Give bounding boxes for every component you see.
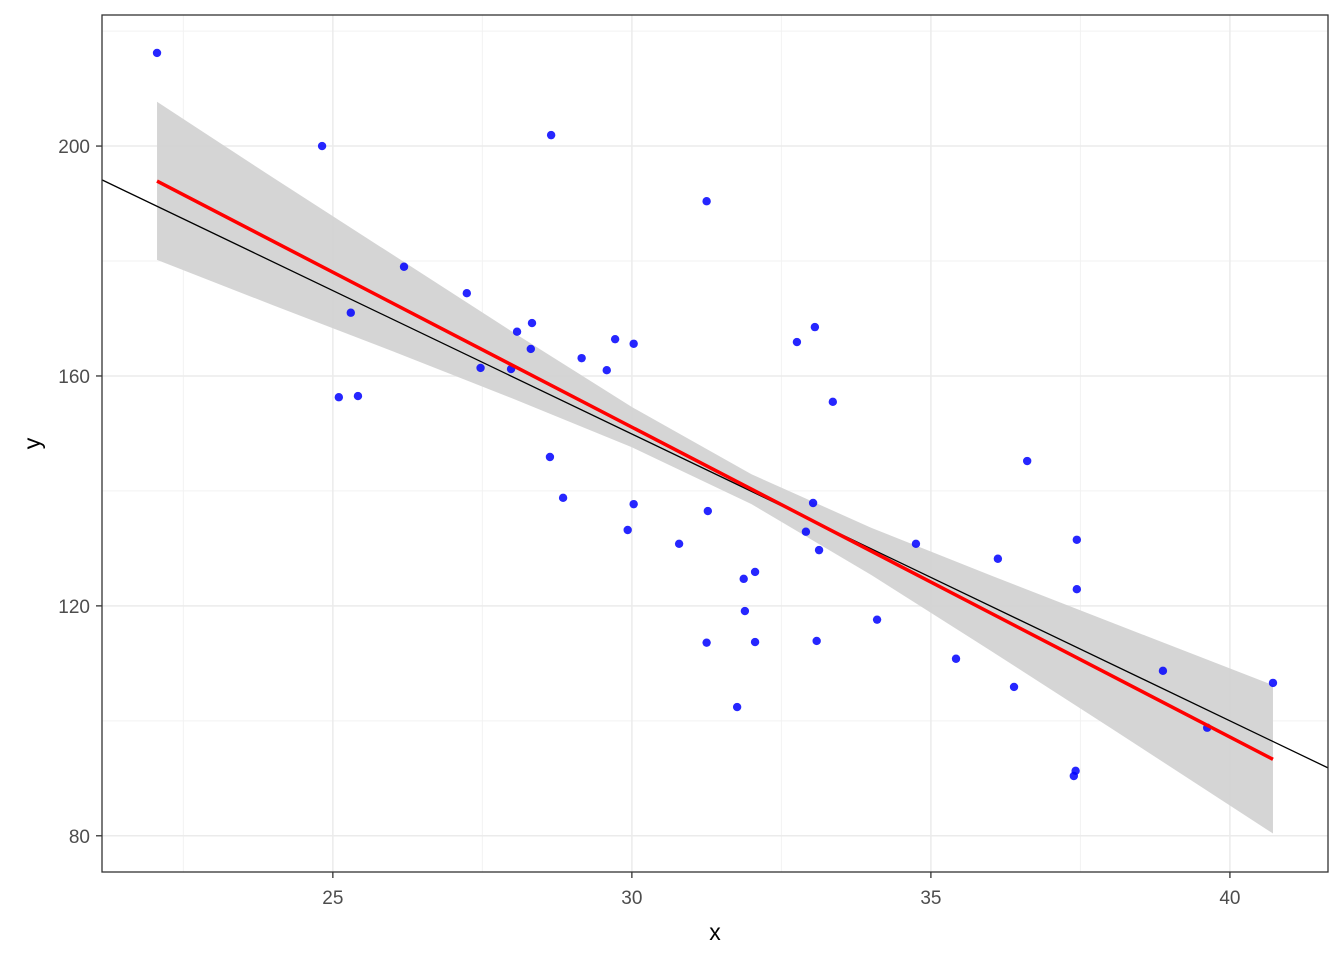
data-point <box>545 452 555 462</box>
data-point <box>703 506 713 516</box>
data-point <box>462 288 472 298</box>
data-point <box>808 498 818 508</box>
y-tick-label: 120 <box>58 597 90 618</box>
data-point <box>1022 456 1032 466</box>
data-point <box>792 337 802 347</box>
data-point <box>526 344 536 354</box>
regression-line <box>156 179 1274 761</box>
data-point <box>750 567 760 577</box>
data-point <box>527 318 537 328</box>
data-point <box>702 197 711 206</box>
data-point <box>476 363 485 373</box>
x-tick-label: 35 <box>920 888 941 909</box>
data-point <box>610 334 620 344</box>
x-axis-title: x <box>709 919 721 945</box>
data-point <box>911 539 921 548</box>
y-tick-label: 200 <box>58 137 90 158</box>
panel-border <box>101 14 1329 873</box>
data-point <box>812 636 821 646</box>
plot-layer <box>102 48 1328 834</box>
data-point <box>993 554 1003 563</box>
data-point <box>629 499 638 509</box>
x-tick-label: 40 <box>1219 888 1240 909</box>
data-point <box>152 48 162 58</box>
data-point <box>1268 678 1278 688</box>
data-point <box>750 637 760 647</box>
data-point <box>732 702 742 712</box>
data-point <box>828 397 838 407</box>
data-point <box>702 638 711 647</box>
data-point <box>810 322 820 332</box>
data-point <box>740 606 750 616</box>
data-point <box>674 539 684 548</box>
data-point <box>623 525 632 535</box>
x-tick-label: 25 <box>322 888 343 909</box>
data-point <box>814 545 824 555</box>
data-point <box>512 327 522 336</box>
data-point <box>558 493 568 503</box>
data-point <box>399 262 409 271</box>
data-point <box>951 654 961 663</box>
data-point <box>739 574 748 584</box>
y-tick-label: 160 <box>58 367 90 388</box>
reference-line <box>102 179 1328 769</box>
data-point <box>577 353 586 363</box>
data-point <box>1069 771 1079 781</box>
data-point <box>1009 682 1019 692</box>
data-point <box>1158 666 1168 676</box>
x-tick-label: 30 <box>621 888 642 909</box>
data-point <box>353 391 363 401</box>
data-point <box>346 308 355 317</box>
data-point <box>1072 535 1082 544</box>
data-point <box>629 339 638 348</box>
y-tick-label: 80 <box>69 827 90 848</box>
y-axis-title: y <box>19 437 45 449</box>
confidence-band <box>157 101 1273 834</box>
data-point <box>546 130 556 140</box>
data-point <box>334 393 344 402</box>
data-point <box>1072 585 1082 594</box>
data-point <box>872 615 882 624</box>
data-point <box>317 141 327 151</box>
data-point <box>801 527 811 536</box>
data-point <box>602 366 611 375</box>
